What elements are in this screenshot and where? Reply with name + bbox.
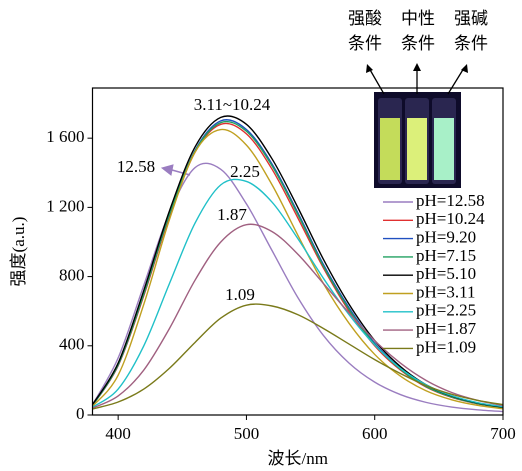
arrowhead bbox=[160, 164, 174, 176]
x-tick-label: 700 bbox=[490, 424, 516, 443]
arrow bbox=[368, 67, 385, 95]
arrow bbox=[171, 169, 191, 176]
inset-label: 强碱 bbox=[454, 9, 488, 28]
line bbox=[91, 128, 504, 410]
annotation: 3.11~10.24 bbox=[194, 95, 271, 114]
inset-arrows bbox=[368, 67, 465, 95]
arrowhead bbox=[413, 63, 421, 71]
inset-arrowheads bbox=[366, 63, 468, 73]
plot-frame bbox=[91, 87, 504, 416]
arrowhead bbox=[461, 64, 468, 73]
inset-label: 条件 bbox=[348, 34, 382, 53]
legend-label: pH=10.24 bbox=[416, 209, 485, 228]
y-tick-label: 800 bbox=[59, 265, 85, 284]
x-axis-label: 波长/nm bbox=[268, 449, 328, 468]
line bbox=[92, 303, 504, 410]
y-tick-label: 1 600 bbox=[46, 127, 84, 146]
annotation-arrow bbox=[160, 164, 191, 176]
legend-label: pH=5.10 bbox=[416, 264, 476, 283]
legend-label: pH=1.87 bbox=[416, 319, 477, 338]
legend-label: pH=9.20 bbox=[416, 228, 476, 247]
x-tick-label: 500 bbox=[234, 424, 260, 443]
x-tick-label: 600 bbox=[362, 424, 388, 443]
inset-label: 条件 bbox=[401, 34, 435, 53]
x-tick-label: 400 bbox=[105, 424, 131, 443]
legend-label: pH=12.58 bbox=[416, 191, 485, 210]
inset-label: 强酸 bbox=[348, 9, 382, 28]
arrowhead bbox=[366, 64, 373, 73]
annotation: 2.25 bbox=[230, 162, 260, 181]
annotation: 1.09 bbox=[225, 285, 255, 304]
annotation: 12.58 bbox=[117, 157, 155, 176]
arrow bbox=[447, 67, 465, 95]
legend-label: pH=2.25 bbox=[416, 301, 476, 320]
annotation: 1.87 bbox=[217, 205, 247, 224]
y-tick-label: 400 bbox=[59, 335, 85, 354]
line bbox=[91, 120, 504, 409]
line bbox=[91, 162, 504, 413]
legend-label: pH=7.15 bbox=[416, 246, 476, 265]
y-tick-label: 1 200 bbox=[46, 196, 84, 215]
y-tick-label: 0 bbox=[76, 404, 85, 423]
y-axis-label: 强度(a.u.) bbox=[9, 217, 28, 287]
line bbox=[92, 223, 504, 409]
vial-liquid bbox=[407, 118, 427, 180]
inset-label: 中性 bbox=[401, 9, 435, 28]
vial-liquid bbox=[380, 118, 400, 180]
inset bbox=[366, 63, 468, 188]
legend-label: pH=1.09 bbox=[416, 337, 476, 356]
vial-liquid bbox=[434, 118, 454, 180]
legend-label: pH=3.11 bbox=[416, 282, 475, 301]
inset-label: 条件 bbox=[454, 34, 488, 53]
